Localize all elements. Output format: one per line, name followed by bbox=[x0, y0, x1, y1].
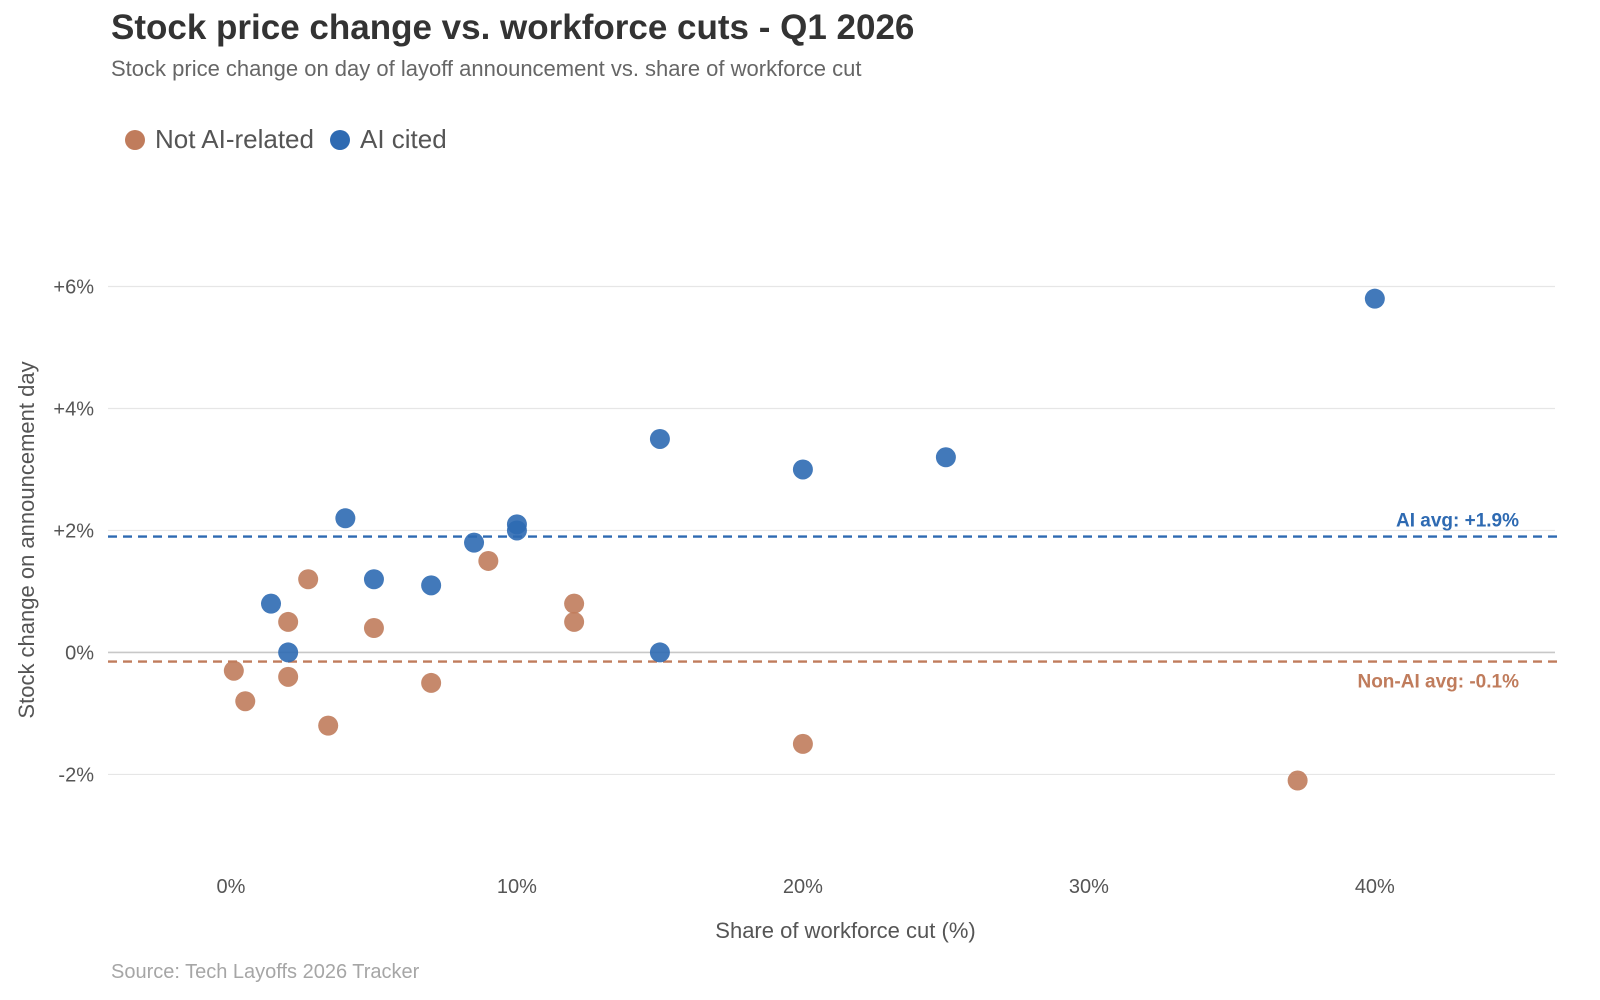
data-point-ai-cited bbox=[363, 569, 384, 590]
legend-item-not-ai: Not AI-related bbox=[125, 124, 314, 155]
reference-lines: AI avg: +1.9% Non-AI avg: -0.1% bbox=[108, 511, 1563, 693]
x-tick-label: 0% bbox=[217, 876, 246, 898]
data-point-not-ai bbox=[421, 672, 442, 693]
y-tick-label: 0% bbox=[65, 642, 94, 664]
x-tick-label: 40% bbox=[1355, 876, 1395, 898]
data-point-not-ai bbox=[318, 715, 339, 736]
reference-line-label: AI avg: +1.9% bbox=[1396, 511, 1519, 532]
y-tick-label: +2% bbox=[53, 520, 94, 542]
data-point-ai-cited bbox=[464, 532, 485, 553]
data-point-not-ai bbox=[278, 666, 299, 687]
axis-ticks: +6% +4% +2% 0% -2% 0% 10% 20% 30% 40% bbox=[53, 276, 1395, 898]
x-axis-title: Share of workforce cut (%) bbox=[715, 918, 975, 943]
data-point-not-ai bbox=[564, 593, 585, 614]
data-point-ai-cited bbox=[335, 508, 356, 529]
data-point-not-ai bbox=[478, 550, 499, 571]
data-point-not-ai bbox=[363, 618, 384, 639]
data-point-not-ai bbox=[298, 569, 319, 590]
data-point-not-ai bbox=[278, 611, 299, 632]
data-point-ai-cited bbox=[1364, 288, 1385, 309]
chart-subtitle: Stock price change on day of layoff anno… bbox=[111, 56, 862, 81]
legend: Not AI-related AI cited bbox=[125, 124, 463, 155]
data-point-ai-cited bbox=[935, 447, 956, 468]
x-tick-label: 20% bbox=[783, 876, 823, 898]
data-point-ai-cited bbox=[649, 642, 670, 663]
source-note: Source: Tech Layoffs 2026 Tracker bbox=[111, 961, 420, 983]
data-point-not-ai bbox=[792, 733, 813, 754]
legend-label-not-ai: Not AI-related bbox=[155, 124, 314, 154]
y-tick-label: +6% bbox=[53, 276, 94, 298]
y-axis-title: Stock change on announcement day bbox=[14, 361, 39, 718]
x-tick-label: 10% bbox=[497, 876, 537, 898]
data-point-not-ai bbox=[223, 660, 244, 681]
chart-title: Stock price change vs. workforce cuts - … bbox=[111, 8, 915, 47]
data-point-not-ai bbox=[1287, 770, 1308, 791]
data-points bbox=[223, 288, 1385, 791]
y-tick-label: +4% bbox=[53, 398, 94, 420]
grid-layer bbox=[108, 285, 1555, 776]
legend-label-ai-cited: AI cited bbox=[359, 124, 447, 154]
data-point-ai-cited bbox=[261, 593, 282, 614]
legend-item-ai-cited: AI cited bbox=[329, 124, 447, 155]
data-point-ai-cited bbox=[278, 642, 299, 663]
x-tick-label: 30% bbox=[1069, 876, 1109, 898]
data-point-ai-cited bbox=[649, 428, 670, 449]
legend-swatch-not-ai bbox=[125, 129, 145, 150]
data-point-not-ai bbox=[564, 611, 585, 632]
legend-swatch-ai-cited bbox=[329, 129, 350, 150]
y-tick-label: -2% bbox=[58, 764, 94, 786]
data-point-ai-cited bbox=[421, 575, 442, 596]
data-point-ai-cited bbox=[792, 459, 813, 480]
reference-line-label: Non-AI avg: -0.1% bbox=[1357, 672, 1519, 693]
data-point-not-ai bbox=[235, 691, 256, 712]
data-point-ai-cited bbox=[506, 520, 527, 541]
